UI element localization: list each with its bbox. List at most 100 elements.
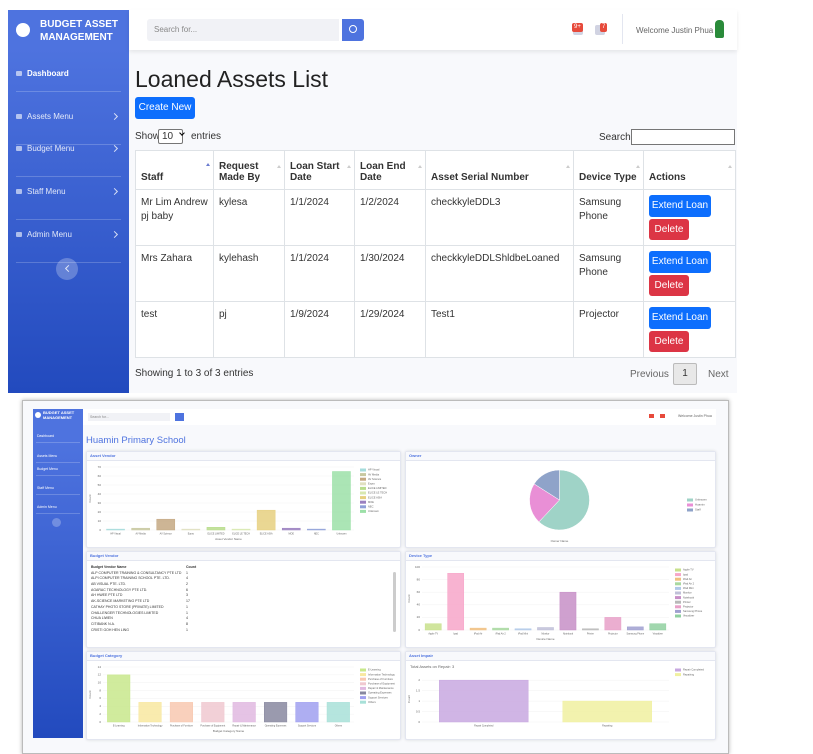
legend-label: Support Services	[368, 695, 388, 699]
chevron	[110, 230, 119, 239]
table-cell: 1/29/2024	[354, 301, 426, 358]
bar	[537, 627, 554, 631]
legend-swatch	[675, 600, 681, 604]
extend-loan-button[interactable]: Extend Loan	[649, 307, 711, 329]
table-cell: kylehash	[213, 245, 285, 302]
topbar-divider	[622, 14, 623, 44]
bar	[559, 591, 577, 631]
vendor-row: CRISTI GOH HEN LING 1	[91, 628, 391, 634]
y-tick-label: 0	[418, 720, 420, 724]
dashboard-search: Search for...	[88, 413, 170, 421]
vendor-name: CRISTI GOH HEN LING	[91, 627, 129, 632]
menu-item[interactable]: Budget Menu	[27, 144, 75, 153]
bar	[424, 623, 442, 631]
sidebar-toggle[interactable]	[56, 258, 78, 280]
divider	[16, 262, 121, 263]
delete-button[interactable]: Delete	[649, 331, 689, 352]
vendor-count: 4	[186, 616, 188, 621]
y-tick-label: 20	[417, 615, 421, 619]
x-tick-label: ELICE LE TECH	[232, 533, 250, 536]
y-axis-label: Count	[407, 594, 411, 602]
dashboard-brand: BUDGET ASSET MANAGEMENT	[43, 410, 75, 420]
create-button[interactable]: Create New	[135, 97, 195, 119]
vendor-count: 1	[186, 604, 188, 609]
vendor-row: AB VISUAL PTE. LTD. 2	[91, 582, 391, 588]
bar	[649, 623, 667, 631]
dashboard-logo	[35, 412, 41, 418]
menu-item[interactable]: Admin Menu	[27, 230, 72, 239]
vendor-row: CHALLENGER TECHNOLOGIES LIMITED 1	[91, 611, 391, 617]
sort-icon	[347, 165, 351, 168]
dashboard-welcome: Welcome Justin Phua	[678, 414, 712, 418]
legend-swatch	[360, 482, 366, 486]
legend-label: E-Learning	[368, 668, 381, 672]
extend-loan-button[interactable]: Extend Loan	[649, 195, 711, 217]
dashboard-menu-item[interactable]: Assets Menu	[37, 454, 58, 458]
dashboard-menu-item[interactable]: Staff Menu	[37, 486, 54, 490]
y-tick-label: 70	[98, 465, 102, 469]
length-select[interactable]: 10	[158, 129, 183, 144]
legend-label: Ezpro	[368, 481, 375, 485]
legend-swatch	[675, 586, 681, 590]
vendor-name: ALPI COMPUTER TRAINING SCHOOL PTE. LTD.	[91, 576, 170, 581]
legend-label: Information Technology	[368, 672, 395, 676]
vendor-name: CHALLENGER TECHNOLOGIES LIMITED	[91, 610, 159, 615]
bar	[439, 679, 529, 723]
vendor-row: CATHAY PHOTO STORE (PRIVATE) LIMITED 1	[91, 605, 391, 611]
legend-swatch	[687, 503, 693, 507]
sort-icon	[566, 165, 570, 168]
column-header[interactable]: Loan End Date	[354, 150, 426, 190]
x-tick-label: Repairing	[602, 725, 613, 728]
actions-cell: Extend Loan Delete	[643, 301, 736, 358]
legend-swatch	[360, 686, 366, 690]
column-header[interactable]: Staff	[135, 150, 214, 190]
dashboard-menu-item[interactable]: Budget Menu	[37, 467, 58, 471]
x-tick-label: Purchase of Furniture	[170, 725, 194, 728]
delete-button[interactable]: Delete	[649, 219, 689, 240]
dashboard-menu-item[interactable]: Dashboard	[37, 434, 55, 438]
vendor-name: CITIBANK N.A.	[91, 621, 115, 626]
dashboard-sidebar: BUDGET ASSET MANAGEMENT Dashboard Assets M…	[33, 409, 83, 738]
legend-label: Repair & Maintenance	[368, 686, 394, 690]
dashboard-menu-item[interactable]: Admin Menu	[37, 505, 57, 509]
legend-swatch	[360, 677, 366, 681]
menu-item[interactable]: Assets Menu	[27, 112, 74, 121]
legend-swatch	[360, 500, 366, 504]
previous-button[interactable]: Previous	[630, 369, 669, 380]
y-tick-label: 40	[98, 492, 102, 496]
y-tick-label: 80	[417, 577, 421, 581]
vendor-count: 8	[186, 621, 188, 626]
column-header[interactable]: Asset Serial Number	[425, 150, 574, 190]
y-tick-label: 14	[98, 665, 102, 669]
search-input[interactable]: Search for...	[147, 19, 339, 41]
legend-swatch	[360, 477, 366, 481]
search-button[interactable]	[342, 19, 364, 41]
column-header[interactable]: Actions	[643, 150, 736, 190]
menu-item[interactable]: Staff Menu	[27, 187, 66, 196]
delete-button[interactable]: Delete	[649, 275, 689, 296]
legend-label: Others	[368, 700, 376, 704]
next-button[interactable]: Next	[708, 369, 729, 380]
column-header[interactable]: Request Made By	[213, 150, 285, 190]
legend-label: HP Visual	[368, 468, 380, 472]
page-button[interactable]: 1	[673, 363, 697, 385]
legend-swatch	[675, 573, 681, 577]
column-header[interactable]: Loan Start Date	[284, 150, 355, 190]
legend-label: iPad Mini	[683, 586, 694, 590]
x-axis-label: Asset Vendor Name	[215, 537, 242, 541]
table-search[interactable]	[631, 129, 735, 145]
column-header[interactable]: Device Type	[573, 150, 644, 190]
menu-item[interactable]: Dashboard	[27, 69, 69, 78]
bar	[562, 700, 652, 723]
y-tick-label: 6	[99, 696, 101, 700]
legend-label: Purchase of Furniture	[368, 677, 393, 681]
extend-loan-button[interactable]: Extend Loan	[649, 251, 711, 273]
logo	[16, 23, 30, 37]
sort-icon	[636, 165, 640, 168]
welcome[interactable]: Welcome Justin Phua	[636, 26, 714, 35]
vendor-name: ALP COMPUTER TRAINING & CONSULTANCY PTE …	[91, 570, 182, 575]
legend-swatch	[360, 486, 366, 490]
card-title: Asset Vendor	[87, 452, 400, 461]
